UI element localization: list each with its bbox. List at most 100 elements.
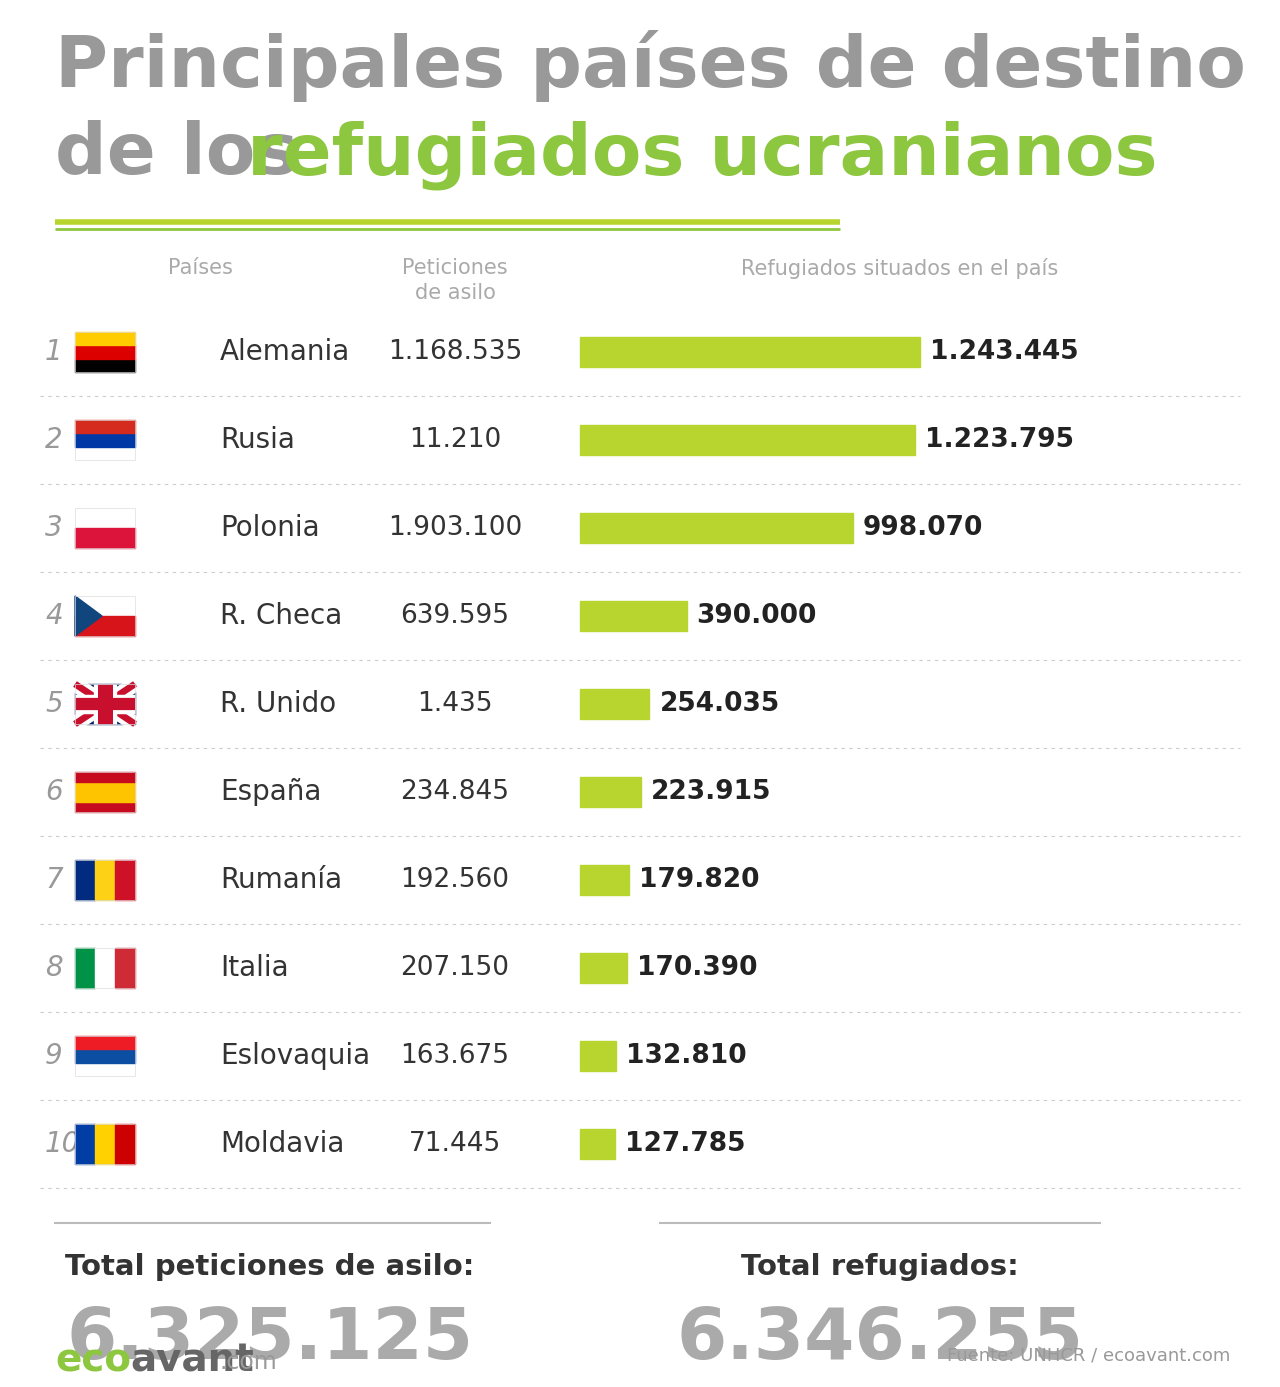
Text: 163.675: 163.675 bbox=[401, 1043, 509, 1069]
Bar bbox=[580, 1129, 614, 1160]
Text: 207.150: 207.150 bbox=[401, 956, 509, 981]
Bar bbox=[76, 596, 134, 616]
Text: 132.810: 132.810 bbox=[626, 1043, 748, 1069]
Bar bbox=[76, 684, 134, 724]
Text: 6.346.255: 6.346.255 bbox=[677, 1305, 1083, 1375]
Bar bbox=[76, 1050, 134, 1062]
Text: 127.785: 127.785 bbox=[625, 1130, 745, 1157]
Bar bbox=[76, 1123, 95, 1164]
Bar bbox=[76, 420, 134, 433]
Bar bbox=[76, 947, 134, 988]
Bar bbox=[580, 1042, 616, 1071]
Bar bbox=[76, 433, 134, 447]
Bar bbox=[115, 947, 134, 988]
Bar bbox=[76, 508, 134, 528]
Bar bbox=[76, 802, 134, 811]
Text: 11.210: 11.210 bbox=[408, 427, 502, 454]
Text: 390.000: 390.000 bbox=[696, 603, 817, 628]
Text: 4: 4 bbox=[45, 602, 63, 630]
Text: 234.845: 234.845 bbox=[401, 779, 509, 804]
Bar bbox=[95, 1123, 115, 1164]
Bar bbox=[76, 420, 134, 460]
Text: Italia: Italia bbox=[220, 954, 288, 982]
Text: Total refugiados:: Total refugiados: bbox=[741, 1252, 1019, 1282]
Bar bbox=[115, 860, 134, 900]
Bar bbox=[580, 865, 630, 895]
Text: Rusia: Rusia bbox=[220, 426, 294, 454]
Text: Principales países de destino: Principales países de destino bbox=[55, 31, 1245, 103]
Bar bbox=[76, 684, 134, 724]
Text: 223.915: 223.915 bbox=[652, 779, 772, 804]
Text: Alemania: Alemania bbox=[220, 338, 351, 366]
Bar bbox=[76, 773, 134, 811]
Text: 1.223.795: 1.223.795 bbox=[924, 427, 1074, 454]
Text: 170.390: 170.390 bbox=[636, 956, 756, 981]
Text: 998.070: 998.070 bbox=[863, 515, 983, 541]
Text: 1: 1 bbox=[45, 338, 63, 366]
Text: .com: .com bbox=[220, 1350, 278, 1375]
Text: Países: Países bbox=[168, 258, 233, 277]
Text: 10: 10 bbox=[45, 1130, 81, 1158]
Bar bbox=[580, 953, 627, 983]
Text: 71.445: 71.445 bbox=[408, 1130, 502, 1157]
Bar bbox=[76, 331, 134, 345]
Text: 6.325.125: 6.325.125 bbox=[67, 1305, 474, 1375]
Polygon shape bbox=[76, 596, 102, 637]
Text: Moldavia: Moldavia bbox=[220, 1130, 344, 1158]
Bar bbox=[76, 596, 134, 637]
Text: Total peticiones de asilo:: Total peticiones de asilo: bbox=[65, 1252, 475, 1282]
Bar bbox=[76, 359, 134, 372]
Text: Polonia: Polonia bbox=[220, 515, 320, 542]
Text: 8: 8 bbox=[45, 954, 63, 982]
Bar bbox=[95, 947, 115, 988]
Bar bbox=[115, 1123, 134, 1164]
Bar bbox=[76, 1036, 134, 1050]
Text: R. Unido: R. Unido bbox=[220, 689, 337, 718]
Bar bbox=[580, 689, 649, 718]
Bar bbox=[580, 513, 852, 542]
Text: 6: 6 bbox=[45, 778, 63, 806]
Text: 5: 5 bbox=[45, 689, 63, 718]
Bar bbox=[76, 782, 134, 802]
Text: España: España bbox=[220, 778, 321, 806]
Bar bbox=[76, 1123, 134, 1164]
Bar bbox=[76, 1036, 134, 1076]
Bar bbox=[76, 773, 134, 782]
Text: Peticiones
de asilo: Peticiones de asilo bbox=[402, 258, 508, 302]
Text: 1.168.535: 1.168.535 bbox=[388, 338, 522, 365]
Text: de los: de los bbox=[55, 121, 324, 189]
Bar bbox=[76, 345, 134, 359]
Text: 1.243.445: 1.243.445 bbox=[931, 338, 1079, 365]
Bar bbox=[76, 508, 134, 548]
Text: 9: 9 bbox=[45, 1042, 63, 1069]
Text: 2: 2 bbox=[45, 426, 63, 454]
Bar bbox=[76, 331, 134, 372]
Bar bbox=[580, 337, 920, 368]
Bar bbox=[76, 447, 134, 460]
Bar bbox=[76, 616, 134, 637]
Text: 3: 3 bbox=[45, 515, 63, 542]
Bar bbox=[580, 777, 641, 807]
Text: Fuente: UNHCR / ecoavant.com: Fuente: UNHCR / ecoavant.com bbox=[947, 1347, 1230, 1365]
Text: eco: eco bbox=[55, 1343, 131, 1380]
Text: Eslovaquia: Eslovaquia bbox=[220, 1042, 370, 1069]
Bar bbox=[76, 860, 134, 900]
Bar bbox=[76, 860, 95, 900]
Text: 1.903.100: 1.903.100 bbox=[388, 515, 522, 541]
Text: Refugiados situados en el país: Refugiados situados en el país bbox=[741, 258, 1059, 279]
Text: R. Checa: R. Checa bbox=[220, 602, 342, 630]
Bar bbox=[95, 860, 115, 900]
Text: 7: 7 bbox=[45, 865, 63, 895]
Text: 639.595: 639.595 bbox=[401, 603, 509, 628]
Text: Rumanía: Rumanía bbox=[220, 865, 342, 895]
Text: 1.435: 1.435 bbox=[417, 691, 493, 717]
Text: 254.035: 254.035 bbox=[659, 691, 780, 717]
Text: refugiados ucranianos: refugiados ucranianos bbox=[247, 121, 1157, 190]
Bar bbox=[580, 424, 915, 455]
Text: avant: avant bbox=[131, 1343, 253, 1380]
Text: 179.820: 179.820 bbox=[639, 867, 759, 893]
Bar bbox=[76, 947, 95, 988]
Bar bbox=[76, 528, 134, 548]
Bar bbox=[580, 601, 686, 631]
Bar bbox=[76, 1062, 134, 1076]
